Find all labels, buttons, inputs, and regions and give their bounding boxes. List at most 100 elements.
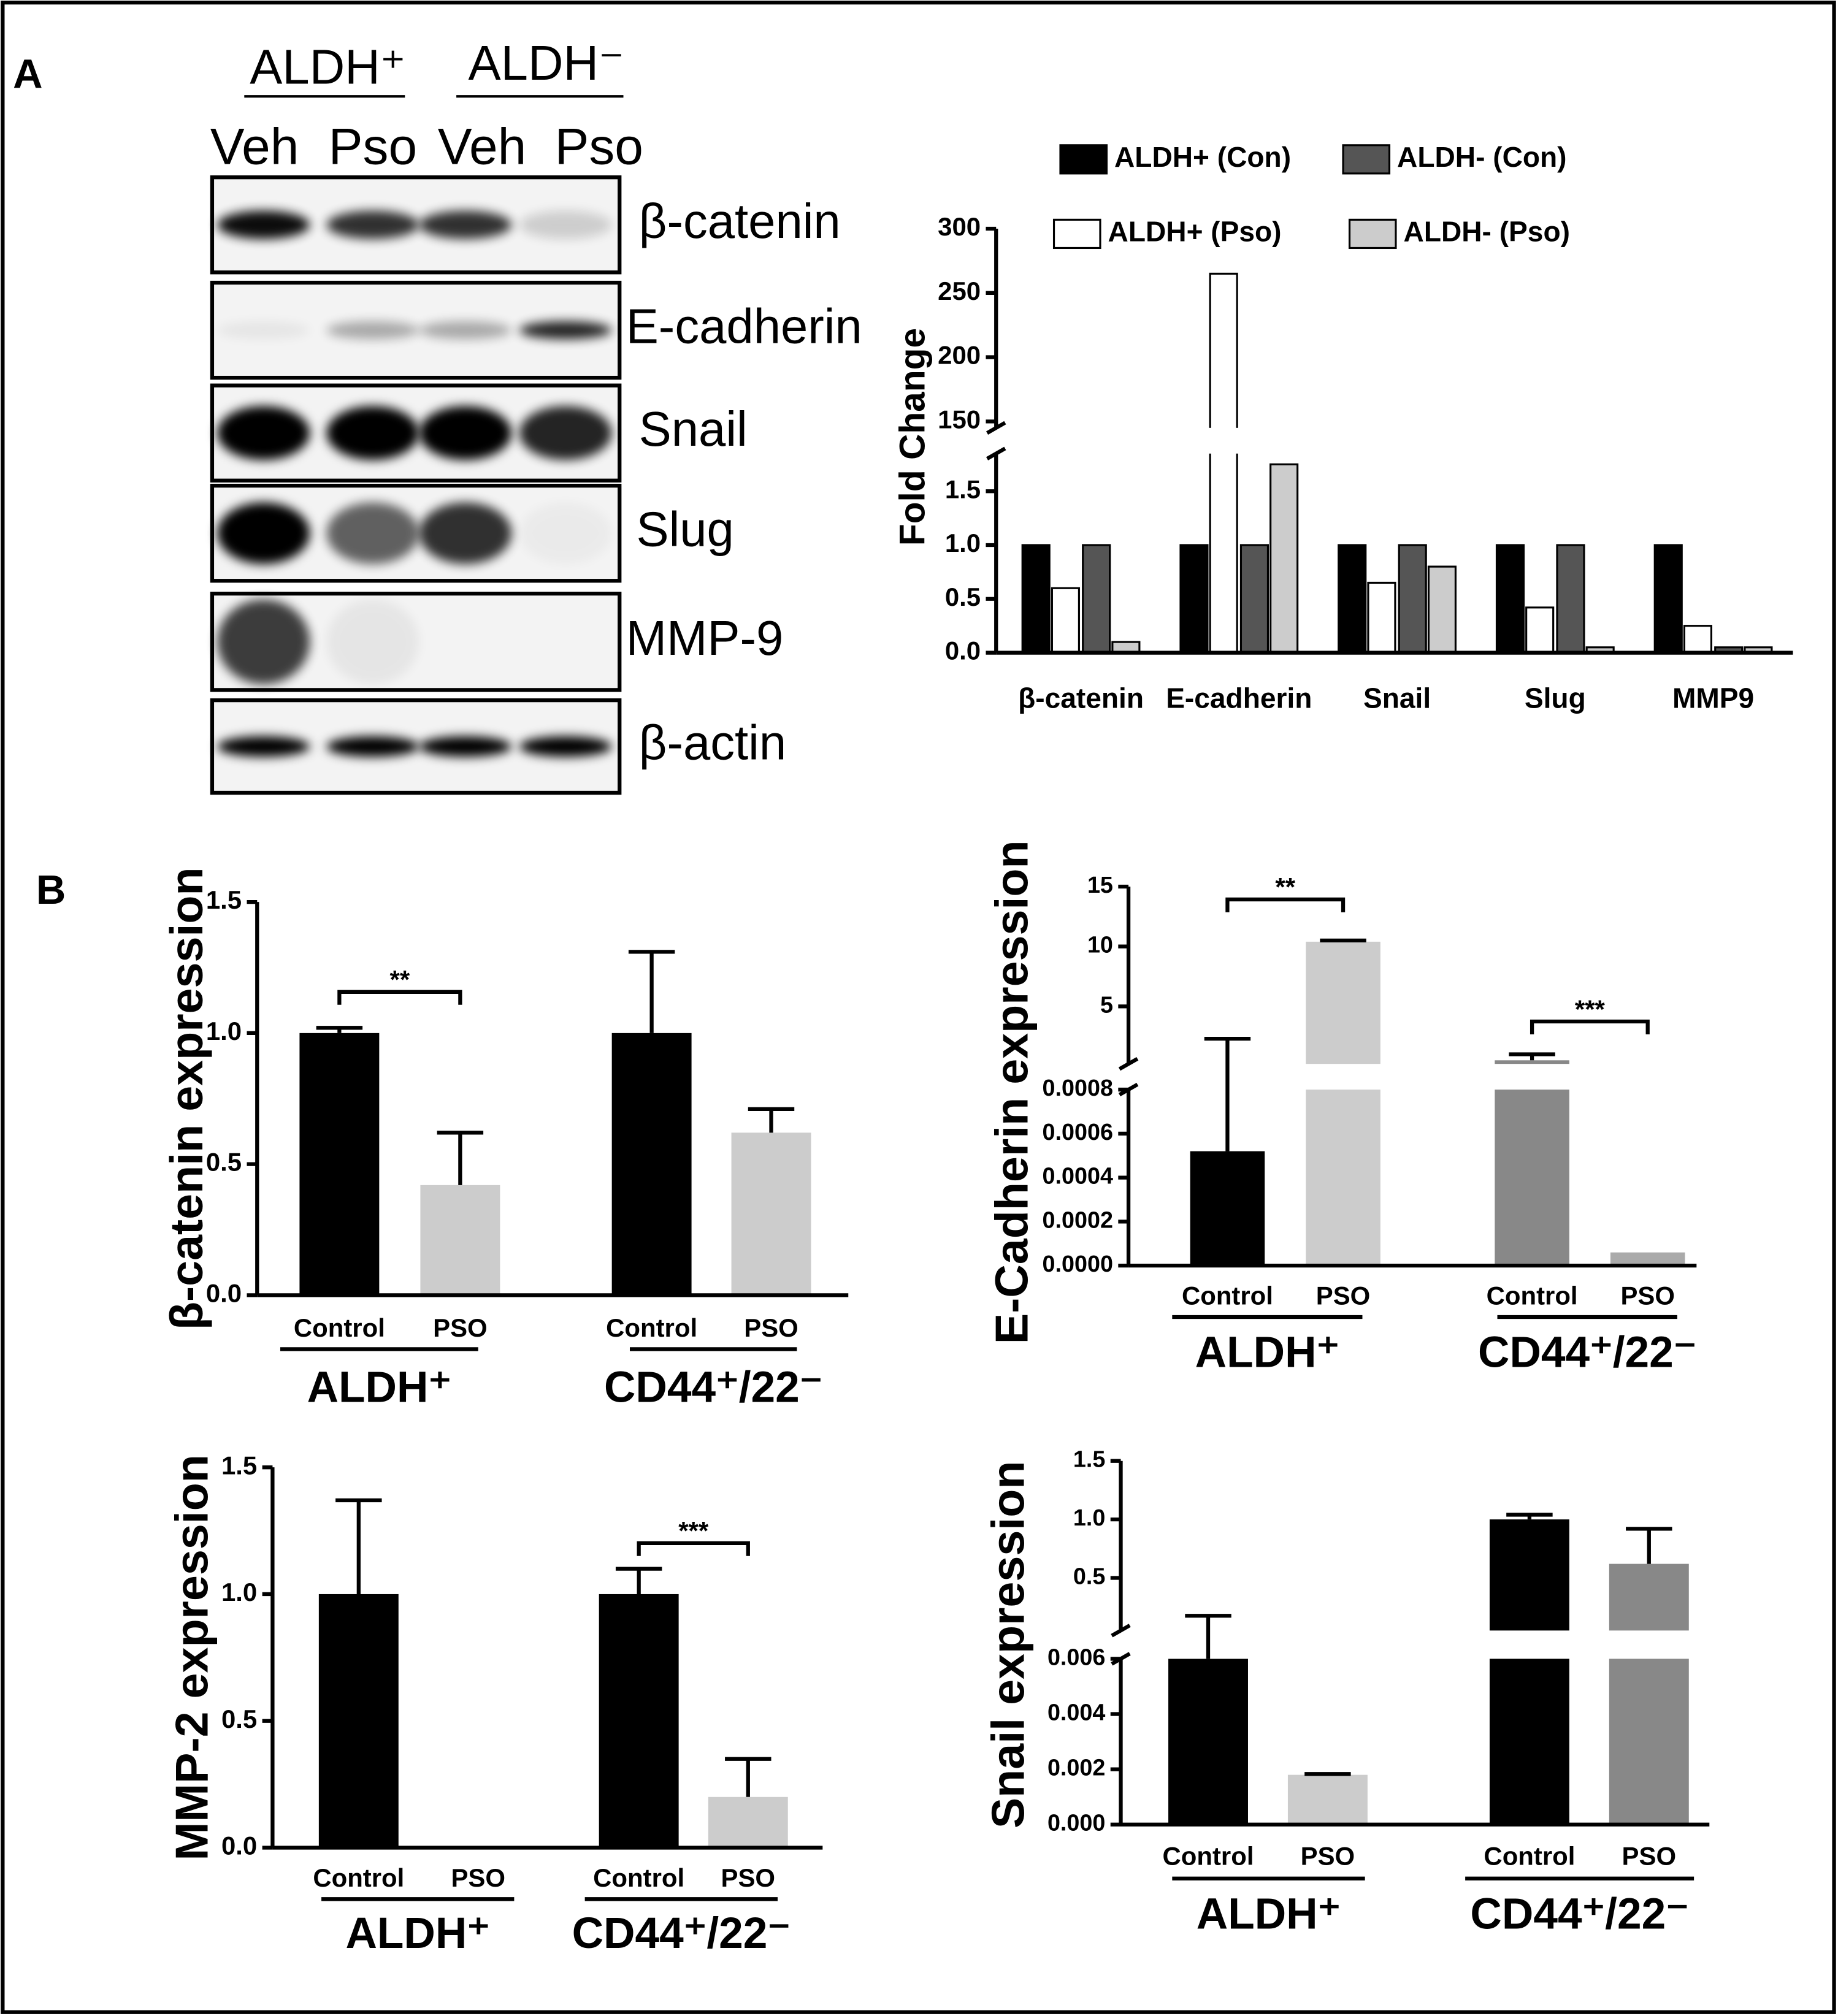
x-tick-label: Snail	[1363, 682, 1431, 714]
lane-label: Veh	[210, 117, 299, 175]
y-axis-label: Snail expression	[982, 1461, 1033, 1829]
y-tick-label: 1.0	[221, 1578, 257, 1606]
x-tick-label: Control	[1182, 1281, 1273, 1310]
chart: 0.0000 0.0002 0.0004 0.0006 0.0008 5 10 15 Contr…	[986, 840, 1699, 1377]
blot-group: ALDH⁻	[469, 36, 624, 90]
group-label: CD44⁺/22⁻	[1470, 1889, 1688, 1938]
protein-label: Snail	[639, 402, 748, 456]
bar	[299, 1033, 380, 1296]
y-tick-label: 1.0	[206, 1017, 242, 1045]
blot-band	[326, 210, 419, 239]
significance-bracket	[1225, 897, 1346, 912]
y-tick-label: 0.5	[1073, 1563, 1105, 1589]
y-tick-label: 0.006	[1047, 1644, 1105, 1670]
bar	[1287, 1774, 1368, 1825]
group-label: ALDH⁺	[307, 1362, 452, 1411]
panel-label: A	[13, 51, 42, 97]
blot-group: ALDH⁺	[250, 39, 405, 94]
y-tick-label: 1.5	[945, 475, 981, 503]
significance-bracket	[637, 1541, 750, 1556]
y-tick-label: 5	[1100, 991, 1113, 1017]
blot-band	[217, 736, 310, 757]
x-tick-label: PSO	[1316, 1281, 1371, 1310]
y-tick-label: 15	[1087, 872, 1113, 898]
blot-band	[419, 406, 512, 460]
group-label: ALDH⁺	[345, 1909, 490, 1958]
bar	[1495, 1060, 1569, 1266]
x-tick-label: Control	[313, 1863, 404, 1892]
blot-band	[217, 502, 310, 564]
blot-band	[519, 502, 612, 564]
x-tick-label: β-catenin	[1018, 682, 1144, 714]
x-tick-label: PSO	[744, 1313, 798, 1342]
bar	[1495, 544, 1525, 654]
y-tick-label: 0.5	[945, 582, 981, 611]
blot-band	[326, 736, 419, 757]
bar	[1489, 1519, 1569, 1825]
blot-band	[419, 736, 512, 757]
y-axis-label: Fold Change	[893, 328, 933, 546]
bar	[1610, 1252, 1685, 1266]
y-tick-label: 1.0	[1073, 1505, 1105, 1530]
error-bar	[1509, 1052, 1555, 1061]
bar	[1525, 606, 1555, 654]
bar	[1427, 565, 1457, 654]
blot-band	[519, 210, 612, 239]
y-tick-label: 1.0	[945, 529, 981, 557]
y-tick-label: 0.5	[221, 1705, 257, 1733]
error-bar	[725, 1757, 772, 1797]
chart: 0.0 0.5 1.0 1.5 150 200 250 300 β-catenin E-cadhe…	[893, 141, 1796, 714]
y-tick-label: 0.0000	[1043, 1251, 1113, 1277]
legend-swatch	[1348, 218, 1397, 250]
significance-label: **	[390, 965, 410, 994]
y-tick-label: 0.004	[1047, 1700, 1105, 1725]
significance-bracket	[337, 990, 462, 1005]
bar	[611, 1033, 692, 1296]
x-tick-label: Control	[1487, 1281, 1578, 1310]
significance-label: ***	[678, 1516, 709, 1545]
bar	[1239, 544, 1269, 654]
y-axis-label: β-catenin expression	[161, 867, 212, 1330]
error-bar	[437, 1131, 484, 1185]
error-bar	[615, 1567, 662, 1594]
y-tick-label: 10	[1087, 932, 1113, 958]
x-tick-label: MMP9	[1672, 682, 1754, 714]
legend-swatch	[1059, 144, 1108, 175]
group-label: CD44⁺/22⁻	[572, 1909, 791, 1958]
legend-label: ALDH- (Pso)	[1404, 216, 1570, 248]
axis-break-gap	[1123, 1630, 1712, 1659]
error-bar	[1506, 1513, 1553, 1520]
bar	[1021, 544, 1051, 654]
axis-break-gap	[998, 427, 1796, 454]
panel-label: B	[36, 867, 66, 913]
group-label: CD44⁺/22⁻	[604, 1362, 822, 1411]
protein-label: MMP-9	[626, 611, 784, 665]
bar	[708, 1796, 788, 1848]
y-tick-label: 0.0	[206, 1278, 242, 1307]
bar	[1398, 544, 1427, 654]
y-tick-label: 250	[938, 277, 981, 305]
y-tick-label: 0.0008	[1043, 1075, 1113, 1101]
error-bar	[1320, 938, 1366, 943]
blot-band	[217, 406, 310, 460]
error-bar	[628, 950, 675, 1033]
chart: 0.0 0.5 1.0 1.5 Control PSO Control PSO ALDH⁺ CD4…	[166, 1451, 823, 1958]
bar	[1338, 544, 1367, 654]
lane-label: Pso	[329, 117, 417, 175]
x-tick-label: Control	[1163, 1841, 1254, 1870]
significance-label: **	[1275, 872, 1295, 901]
y-tick-label: 0.0	[945, 636, 981, 665]
blot-band	[326, 502, 419, 564]
bar	[1179, 544, 1209, 654]
y-tick-label: 0.002	[1047, 1755, 1105, 1781]
x-tick-label: Control	[606, 1313, 697, 1342]
chart: 0.0 0.5 1.0 1.5 Control PSO Control PSO ALDH⁺ CD4…	[161, 867, 849, 1411]
bar	[1556, 544, 1585, 654]
chart: 0.000 0.002 0.004 0.006 0.5 1.0 1.5 Control PSO C…	[982, 1446, 1712, 1938]
bar	[599, 1594, 679, 1848]
error-bar	[1204, 1036, 1251, 1151]
error-bar	[335, 1498, 382, 1594]
blot-band	[326, 599, 419, 684]
group-label: CD44⁺/22⁻	[1478, 1328, 1696, 1377]
y-tick-label: 1.5	[206, 885, 242, 914]
